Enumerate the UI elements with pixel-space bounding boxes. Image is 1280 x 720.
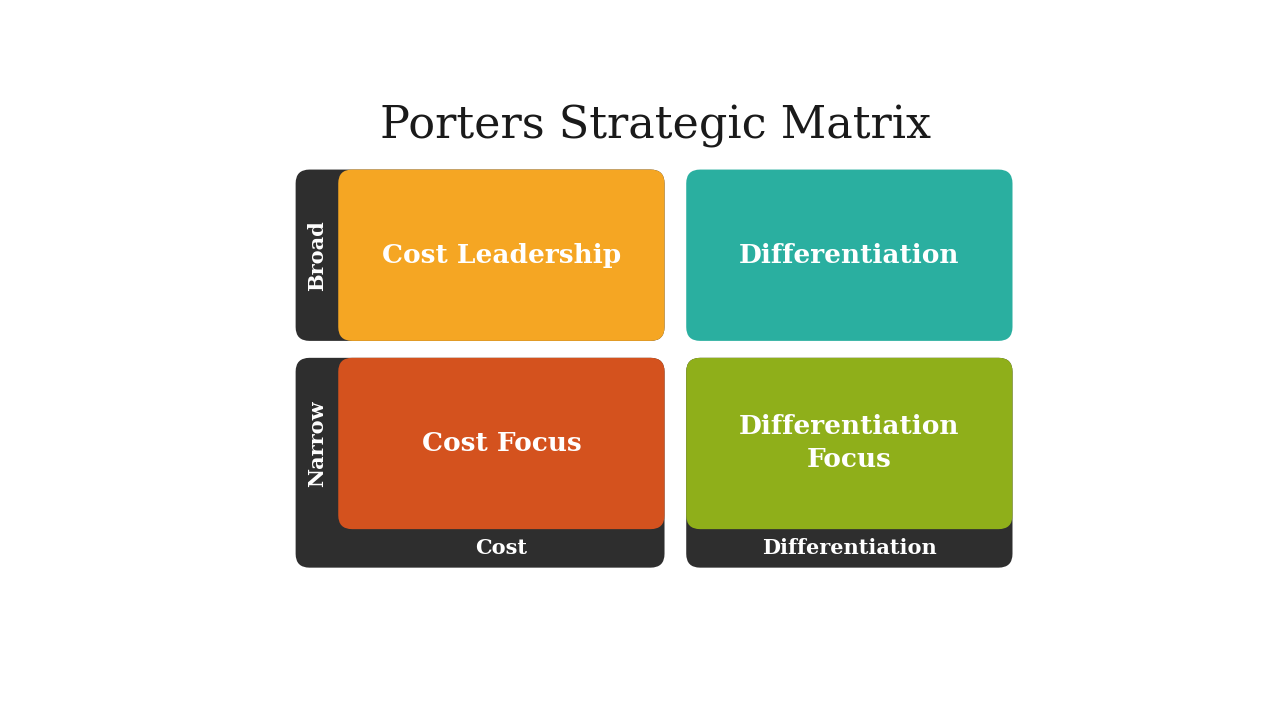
Text: Cost Leadership: Cost Leadership <box>381 243 621 268</box>
Text: Differentiation: Differentiation <box>739 243 960 268</box>
FancyBboxPatch shape <box>686 169 1012 341</box>
FancyBboxPatch shape <box>338 358 664 529</box>
FancyBboxPatch shape <box>338 169 664 341</box>
Text: Cost Focus: Cost Focus <box>421 431 581 456</box>
FancyBboxPatch shape <box>686 358 1012 529</box>
FancyBboxPatch shape <box>686 358 1012 567</box>
Text: Porters Strategic Matrix: Porters Strategic Matrix <box>380 105 932 148</box>
Text: Differentiation
Focus: Differentiation Focus <box>739 415 960 472</box>
Text: Differentiation: Differentiation <box>762 539 937 559</box>
Text: Narrow: Narrow <box>307 400 326 487</box>
Text: Broad: Broad <box>307 220 326 291</box>
Text: Cost: Cost <box>475 539 527 559</box>
FancyBboxPatch shape <box>296 169 664 341</box>
FancyBboxPatch shape <box>296 358 664 567</box>
